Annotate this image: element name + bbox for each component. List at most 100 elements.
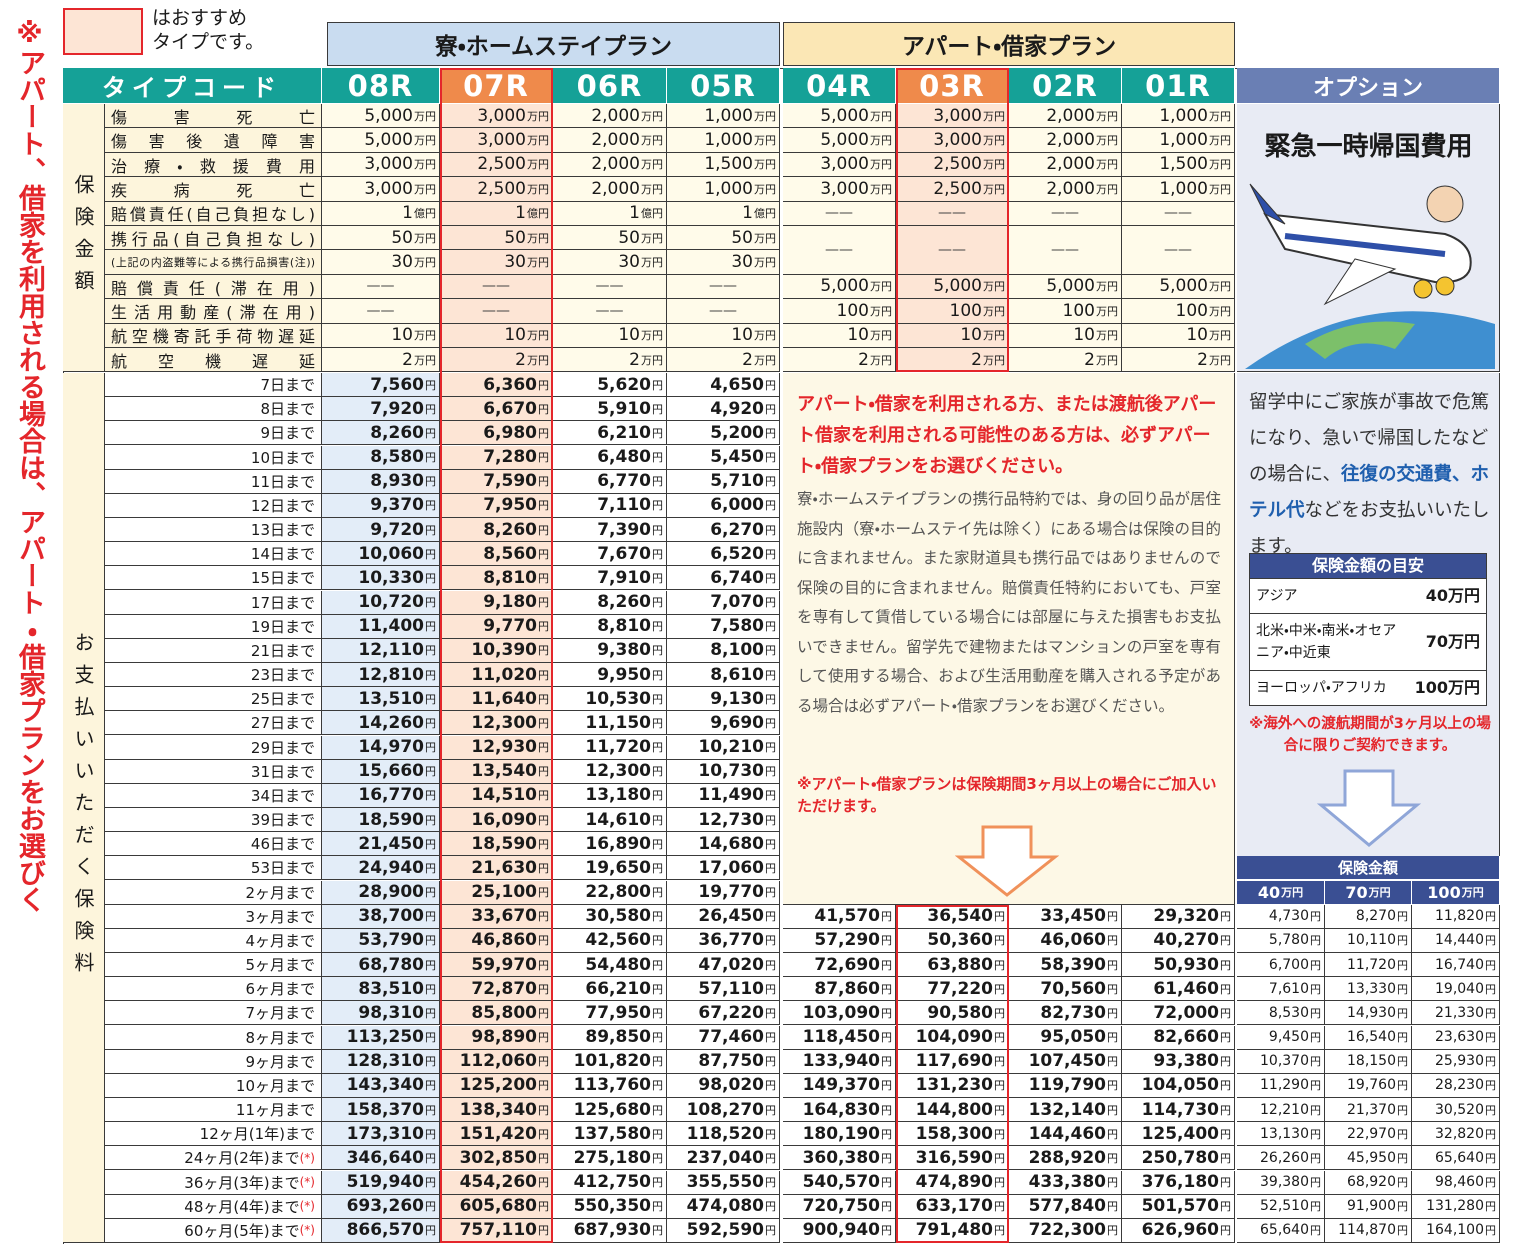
unit: 円	[425, 1103, 436, 1117]
unit: 円	[538, 1031, 549, 1045]
unit: 円	[425, 596, 436, 610]
premium-cell: 151,420 円	[440, 1122, 553, 1147]
amount: 72,870	[471, 978, 537, 999]
unit: 円	[881, 1079, 892, 1093]
amount: 13,180	[585, 785, 651, 806]
unit: 円	[538, 910, 549, 924]
row-label-text: 11ヶ月まで	[235, 1101, 315, 1120]
row-label-text: 疾病死亡	[111, 180, 315, 200]
amount: 3,000	[364, 154, 413, 175]
amount: 151,420	[459, 1123, 537, 1144]
unit: 円	[538, 1200, 549, 1214]
unit: 円	[1397, 1079, 1408, 1093]
premium-cell: 15,660 円	[322, 759, 440, 784]
amount: 288,920	[1028, 1147, 1106, 1168]
unit: 円	[425, 1127, 436, 1141]
unit: 万円	[1209, 353, 1231, 367]
premium-cell: 14,510 円	[440, 783, 553, 808]
option-cell: 22,970 円	[1325, 1122, 1412, 1147]
row-label: 8ヶ月まで	[105, 1025, 322, 1050]
unit: 円	[538, 571, 549, 585]
premium-cell: 61,460 円	[1122, 977, 1235, 1002]
coverage-cell: 3,000 万円	[896, 104, 1009, 129]
row-label-text: 12日まで	[250, 496, 315, 515]
option-cell: 18,150 円	[1325, 1049, 1412, 1074]
dash: ——	[1051, 241, 1079, 258]
amount: 687,930	[573, 1220, 651, 1241]
row-label: 48ヶ月(4年)まで (*)	[105, 1194, 322, 1219]
unit: 円	[881, 934, 892, 948]
unit: 円	[652, 1006, 663, 1020]
premium-cell: 66,210 円	[553, 977, 667, 1002]
legend-line: はおすすめ	[152, 7, 248, 29]
dash: ——	[938, 205, 966, 222]
amount: 125,200	[459, 1075, 537, 1096]
unit: 円	[538, 1103, 549, 1117]
coverage-cell: ——	[1009, 226, 1122, 275]
amount: 1,000	[704, 130, 753, 151]
premium-cell: 605,680 円	[440, 1194, 553, 1219]
amount: 6,980	[483, 422, 537, 443]
unit: 円	[994, 1176, 1005, 1190]
unit: 円	[425, 861, 436, 875]
unit: 万円	[1096, 134, 1118, 148]
unit: 円	[881, 1151, 892, 1165]
amount: 16,090	[471, 809, 537, 830]
unit: 円	[1220, 982, 1231, 996]
header-cell: 08R	[322, 68, 440, 104]
amount: 2,500	[933, 178, 982, 199]
header-text: 保険金額	[1337, 859, 1398, 878]
unit: 円	[765, 644, 776, 658]
unit: 万円	[1096, 304, 1118, 318]
amount: 8,530	[1268, 1004, 1309, 1021]
amount: 9,690	[710, 712, 764, 733]
row-label: 賠償責任(滞在用)	[105, 274, 322, 300]
unit: 円	[765, 837, 776, 851]
unit: 円	[652, 475, 663, 489]
amount: 3,000	[933, 105, 982, 126]
coverage-cell: 1 億円	[322, 201, 440, 226]
row-label: 25日まで	[105, 687, 322, 712]
header-cell: タイプコード	[63, 68, 322, 104]
amount: 5,710	[710, 471, 764, 492]
coverage-cell: 3,000 万円	[783, 177, 896, 202]
unit: 円	[1485, 1224, 1496, 1238]
row-label: 21日まで	[105, 638, 322, 663]
coverage-cell: 10 万円	[440, 323, 553, 348]
amount: 8,580	[370, 447, 424, 468]
premium-cell: 4,650 円	[667, 373, 780, 398]
premium-cell: 125,200 円	[440, 1073, 553, 1098]
header-cell: 04R	[783, 68, 896, 104]
unit: 円	[765, 1224, 776, 1238]
row-label-text: 39日まで	[250, 811, 315, 830]
unit: 万円	[527, 158, 549, 172]
premium-cell: 72,690 円	[783, 953, 896, 978]
unit: 円	[1310, 1200, 1321, 1214]
unit: 万円	[870, 109, 892, 123]
unit: 円	[652, 402, 663, 416]
amount: 54,480	[585, 954, 651, 975]
unit: 円	[652, 499, 663, 513]
illustration	[1245, 183, 1495, 369]
amount: 9,770	[483, 616, 537, 637]
unit: 万円	[1209, 134, 1231, 148]
amount: 3,000	[477, 130, 526, 151]
unit: 円	[994, 1127, 1005, 1141]
guide-amount: 70万円	[1425, 632, 1480, 651]
amount: 2	[629, 349, 640, 370]
premium-cell: 144,800 円	[896, 1098, 1009, 1123]
amount: 21,370	[1347, 1101, 1396, 1118]
unit: 円	[1310, 1055, 1321, 1069]
unit: 円	[425, 934, 436, 948]
unit: 円	[1107, 1127, 1118, 1141]
option-cell: 11,290 円	[1237, 1073, 1325, 1098]
amount: 87,860	[814, 978, 880, 999]
premium-cell: 14,260 円	[322, 711, 440, 736]
premium-cell: 540,570 円	[783, 1170, 896, 1195]
amount: 12,210	[1260, 1101, 1309, 1118]
amount: 118,450	[802, 1027, 880, 1048]
option-cell: 16,540 円	[1325, 1025, 1412, 1050]
unit: 円	[1397, 1200, 1408, 1214]
unit: 円	[1485, 934, 1496, 948]
amount: 26,260	[1260, 1149, 1309, 1166]
